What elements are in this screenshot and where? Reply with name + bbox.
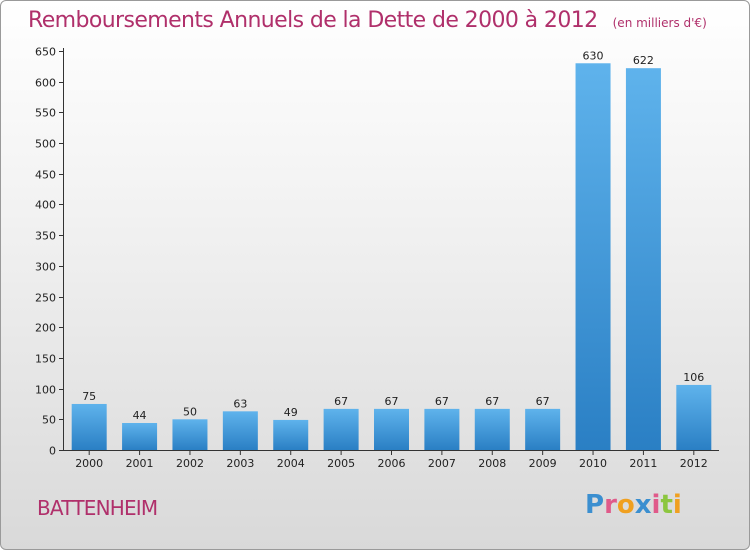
value-label-2005: 67 [334,395,348,408]
x-tick-label-2011: 2011 [629,457,657,470]
y-tick-label: 450 [35,169,56,182]
y-tick-label: 350 [35,230,56,243]
y-tick-label: 500 [35,138,56,151]
bar-2008 [474,408,510,450]
axis-layer [59,48,719,455]
y-tick-label: 300 [35,261,56,274]
brand-letter: t [660,490,673,520]
y-tick-label: 0 [49,445,56,458]
bar-layer [71,63,712,451]
y-tick-label: 650 [35,46,56,59]
bar-2007 [424,408,460,450]
value-label-2000: 75 [82,390,96,403]
x-tick-label-2005: 2005 [327,457,355,470]
brand-letter: i [672,490,682,520]
x-tick-label-2008: 2008 [478,457,506,470]
brand-letter: i [651,490,661,520]
x-tick-label-2012: 2012 [680,457,708,470]
value-label-2006: 67 [385,395,399,408]
y-tick-label: 50 [42,414,56,427]
chart-title-unit: (en milliers d'€) [612,16,707,30]
y-tick-label: 150 [35,353,56,366]
x-tick-label-2007: 2007 [428,457,456,470]
value-label-2001: 44 [133,409,147,422]
bar-2004 [273,419,309,450]
x-tick-label-2010: 2010 [579,457,607,470]
value-label-2009: 67 [536,395,550,408]
x-tick-label-2002: 2002 [176,457,204,470]
brand-letter: P [585,490,605,520]
bar-2012 [676,384,712,450]
bar-2010 [575,63,611,451]
y-tick-label: 550 [35,107,56,120]
y-tick-label: 250 [35,292,56,305]
brand-letter: o [616,490,635,520]
value-label-2011: 622 [633,54,654,67]
y-tick-label: 600 [35,77,56,90]
label-layer: 0501001502002503003504004505005506006507… [35,46,708,471]
bar-2009 [525,408,561,450]
x-tick-label-2009: 2009 [529,457,557,470]
brand-letter: x [634,490,652,520]
value-label-2012: 106 [683,371,704,384]
bar-2003 [222,411,258,450]
y-tick-label: 100 [35,384,56,397]
value-label-2007: 67 [435,395,449,408]
value-label-2002: 50 [183,405,197,418]
bar-2005 [323,408,359,450]
chart-title-main: Remboursements Annuels de la Dette de 20… [28,8,598,33]
bar-2000 [71,403,107,450]
bar-2001 [122,422,158,450]
chart-title: Remboursements Annuels de la Dette de 20… [28,8,707,33]
y-tick-label: 400 [35,199,56,212]
value-label-2008: 67 [485,395,499,408]
x-tick-label-2003: 2003 [226,457,254,470]
brand-logo[interactable]: Proxiti [585,490,682,520]
bar-2006 [374,408,409,450]
value-label-2010: 630 [583,49,604,62]
bar-2002 [172,419,208,450]
x-tick-label-2001: 2001 [126,457,154,470]
y-tick-label: 200 [35,322,56,335]
x-tick-label-2006: 2006 [378,457,406,470]
x-tick-label-2000: 2000 [75,457,103,470]
x-tick-label-2004: 2004 [277,457,305,470]
value-label-2004: 49 [284,406,298,419]
town-name: BATTENHEIM [37,496,158,520]
value-label-2003: 63 [233,397,247,410]
bar-2011 [625,68,661,451]
brand-letter: r [604,490,617,520]
